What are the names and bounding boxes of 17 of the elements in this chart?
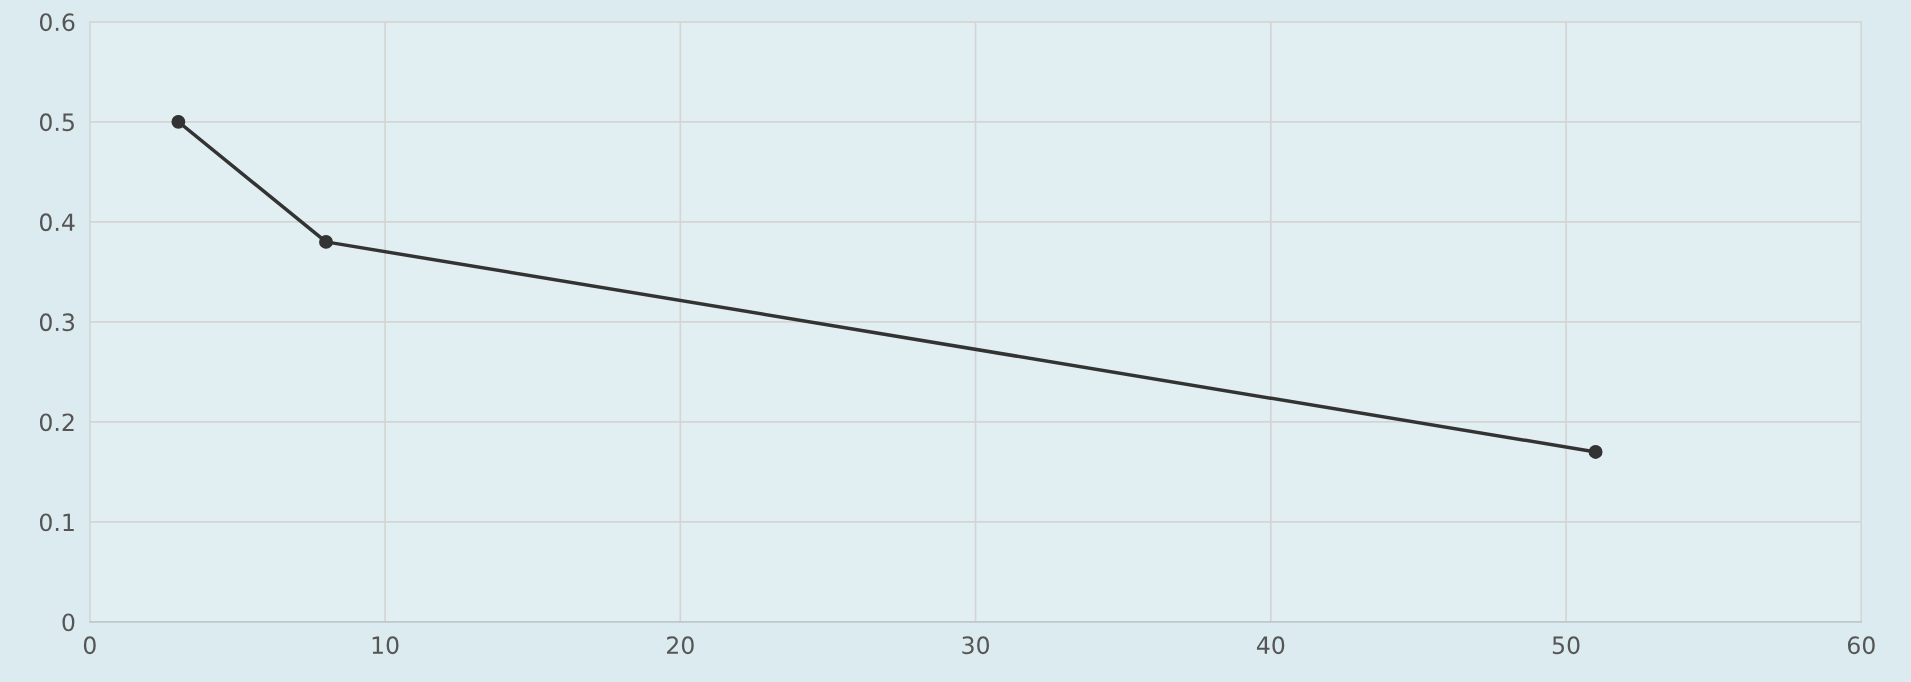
y-tick-label: 0.1 bbox=[39, 513, 74, 532]
y-tick-label: 0.2 bbox=[39, 413, 74, 432]
x-tick-label: 40 bbox=[1256, 636, 1285, 655]
x-tick-label: 60 bbox=[1847, 636, 1875, 655]
x-tick-label: 30 bbox=[962, 636, 990, 655]
y-tick-label: 0.4 bbox=[39, 213, 75, 232]
x-tick-label: 50 bbox=[1552, 636, 1580, 655]
x-tick-label: 20 bbox=[667, 636, 694, 655]
point bbox=[171, 114, 186, 129]
point bbox=[1588, 444, 1603, 459]
y-tick-label: 0.6 bbox=[39, 13, 75, 32]
y-tick-label: 0.3 bbox=[39, 313, 75, 332]
x-tick-label: 0 bbox=[83, 636, 96, 655]
y-tick-label: 0.5 bbox=[39, 113, 74, 132]
point bbox=[319, 234, 333, 249]
x-tick-label: 10 bbox=[372, 636, 399, 655]
y-tick-label: 0 bbox=[62, 613, 75, 632]
